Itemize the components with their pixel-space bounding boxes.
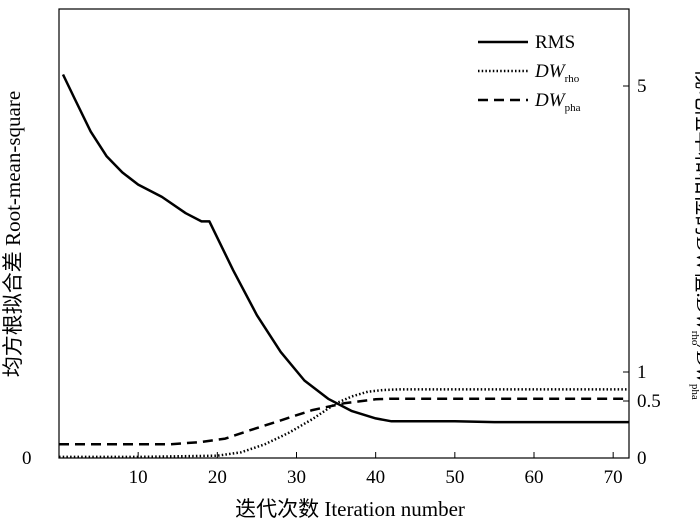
x-tick-label-40: 40 bbox=[366, 467, 385, 488]
x-tick-label-50: 50 bbox=[445, 467, 464, 488]
x-tick-label-30: 30 bbox=[287, 467, 306, 488]
y-axis-right-dw1: DW bbox=[692, 297, 700, 333]
y-right-tick-label-0.5: 0.5 bbox=[637, 391, 661, 412]
legend-label-2-main: DW bbox=[534, 90, 567, 111]
series-line-2 bbox=[59, 397, 629, 446]
y-axis-left-title: 均方根拟合差 Root-mean-square bbox=[1, 91, 25, 377]
series-line-0 bbox=[61, 73, 629, 424]
y-right-tick-label-5: 5 bbox=[637, 76, 647, 97]
x-tick-label-10: 10 bbox=[129, 467, 148, 488]
legend-label-1-main: DW bbox=[534, 61, 567, 82]
y-right-tick-label-1: 1 bbox=[637, 362, 647, 383]
x-tick-label-20: 20 bbox=[208, 467, 227, 488]
series-line-1 bbox=[59, 388, 629, 459]
y-right-tick-label-0: 0 bbox=[637, 448, 647, 469]
legend-label-2: DWpha bbox=[534, 90, 581, 114]
y-axis-right-dw2: DW bbox=[692, 350, 700, 386]
x-tick-label-70: 70 bbox=[604, 467, 623, 488]
y-left-tick-label-0: 0 bbox=[22, 448, 32, 469]
legend-label-0: RMS bbox=[535, 32, 575, 53]
y-axis-right-title: 视电阻率和相位的DW值:DWrho/DWpha bbox=[689, 68, 700, 400]
y-axis-right-sep: / bbox=[692, 344, 700, 353]
plot-frame bbox=[58, 8, 630, 459]
x-axis-title: 迭代次数 Iteration number bbox=[235, 497, 465, 521]
legend-label-1-sub: rho bbox=[565, 73, 580, 85]
legend-label-2-sub: pha bbox=[565, 102, 581, 114]
y-axis-right-sub2: pha bbox=[689, 384, 700, 400]
y-axis-right-prefix: 视电阻率和相位的DW值: bbox=[692, 68, 700, 298]
x-tick-label-60: 60 bbox=[525, 467, 544, 488]
y-axis-right-sub1: rho bbox=[689, 331, 700, 346]
legend-label-1: DWrho bbox=[534, 61, 580, 85]
